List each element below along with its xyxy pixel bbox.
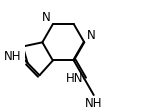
Text: N: N — [42, 11, 51, 24]
Text: HN: HN — [66, 71, 83, 84]
Text: N: N — [86, 29, 95, 42]
Text: NH: NH — [4, 49, 22, 62]
Text: NH: NH — [85, 96, 102, 109]
